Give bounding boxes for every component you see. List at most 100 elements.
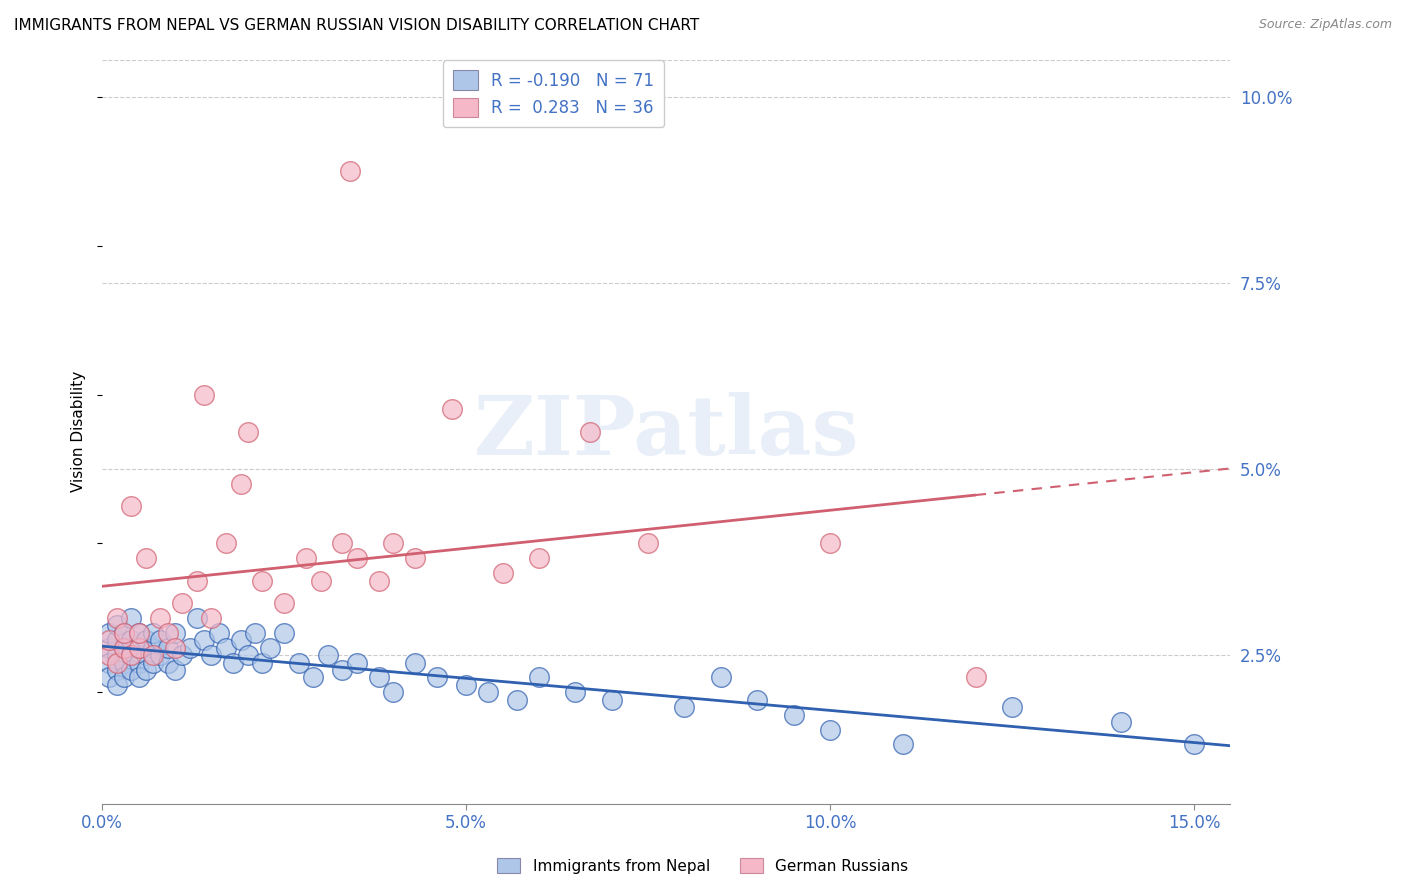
Point bbox=[135, 648, 157, 662]
Text: Source: ZipAtlas.com: Source: ZipAtlas.com bbox=[1258, 18, 1392, 31]
Point bbox=[527, 670, 550, 684]
Point bbox=[98, 670, 121, 684]
Point bbox=[346, 551, 368, 566]
Point bbox=[98, 656, 121, 670]
Point bbox=[128, 625, 150, 640]
Point bbox=[149, 648, 172, 662]
Point bbox=[252, 656, 274, 670]
Point bbox=[163, 625, 186, 640]
Point bbox=[440, 402, 463, 417]
Point bbox=[564, 685, 586, 699]
Point bbox=[527, 551, 550, 566]
Point bbox=[367, 574, 389, 588]
Point bbox=[112, 640, 135, 655]
Point bbox=[98, 648, 121, 662]
Point bbox=[142, 648, 165, 662]
Point bbox=[1109, 715, 1132, 730]
Point bbox=[120, 663, 142, 677]
Point bbox=[673, 700, 696, 714]
Point bbox=[818, 723, 841, 737]
Point bbox=[105, 663, 128, 677]
Point bbox=[1182, 738, 1205, 752]
Point bbox=[149, 633, 172, 648]
Point bbox=[120, 648, 142, 662]
Point bbox=[193, 387, 215, 401]
Point bbox=[222, 656, 245, 670]
Point bbox=[179, 640, 201, 655]
Point bbox=[747, 692, 769, 706]
Point bbox=[112, 625, 135, 640]
Point bbox=[782, 707, 804, 722]
Point bbox=[135, 633, 157, 648]
Point bbox=[710, 670, 733, 684]
Text: IMMIGRANTS FROM NEPAL VS GERMAN RUSSIAN VISION DISABILITY CORRELATION CHART: IMMIGRANTS FROM NEPAL VS GERMAN RUSSIAN … bbox=[14, 18, 699, 33]
Point bbox=[637, 536, 659, 550]
Point bbox=[236, 648, 259, 662]
Point bbox=[404, 656, 426, 670]
Point bbox=[208, 625, 231, 640]
Point bbox=[105, 633, 128, 648]
Point bbox=[600, 692, 623, 706]
Point bbox=[236, 425, 259, 439]
Point bbox=[120, 611, 142, 625]
Point bbox=[200, 648, 222, 662]
Point bbox=[346, 656, 368, 670]
Point bbox=[273, 596, 295, 610]
Point bbox=[302, 670, 325, 684]
Legend: Immigrants from Nepal, German Russians: Immigrants from Nepal, German Russians bbox=[491, 852, 915, 880]
Point bbox=[120, 633, 142, 648]
Point bbox=[193, 633, 215, 648]
Point bbox=[120, 500, 142, 514]
Point bbox=[156, 640, 179, 655]
Point bbox=[259, 640, 281, 655]
Point bbox=[579, 425, 602, 439]
Point bbox=[332, 663, 354, 677]
Point bbox=[112, 625, 135, 640]
Point bbox=[128, 640, 150, 655]
Point bbox=[339, 164, 361, 178]
Point bbox=[135, 551, 157, 566]
Point bbox=[128, 625, 150, 640]
Point bbox=[98, 633, 121, 648]
Point bbox=[287, 656, 309, 670]
Point bbox=[128, 670, 150, 684]
Point bbox=[818, 536, 841, 550]
Point bbox=[200, 611, 222, 625]
Point bbox=[295, 551, 318, 566]
Point bbox=[965, 670, 987, 684]
Point bbox=[163, 640, 186, 655]
Point bbox=[215, 536, 238, 550]
Point bbox=[142, 656, 165, 670]
Point bbox=[156, 656, 179, 670]
Y-axis label: Vision Disability: Vision Disability bbox=[72, 371, 86, 492]
Point bbox=[215, 640, 238, 655]
Point bbox=[172, 596, 194, 610]
Text: ZIPatlas: ZIPatlas bbox=[474, 392, 859, 472]
Point bbox=[98, 640, 121, 655]
Point bbox=[404, 551, 426, 566]
Legend: R = -0.190   N = 71, R =  0.283   N = 36: R = -0.190 N = 71, R = 0.283 N = 36 bbox=[443, 61, 664, 128]
Point bbox=[273, 625, 295, 640]
Point bbox=[128, 640, 150, 655]
Point bbox=[98, 625, 121, 640]
Point bbox=[456, 678, 478, 692]
Point bbox=[243, 625, 266, 640]
Point bbox=[105, 678, 128, 692]
Point bbox=[332, 536, 354, 550]
Point bbox=[229, 476, 252, 491]
Point bbox=[105, 656, 128, 670]
Point bbox=[229, 633, 252, 648]
Point bbox=[105, 648, 128, 662]
Point bbox=[156, 625, 179, 640]
Point bbox=[142, 625, 165, 640]
Point bbox=[309, 574, 332, 588]
Point bbox=[1001, 700, 1024, 714]
Point bbox=[163, 663, 186, 677]
Point bbox=[891, 738, 914, 752]
Point bbox=[149, 611, 172, 625]
Point bbox=[135, 663, 157, 677]
Point bbox=[367, 670, 389, 684]
Point bbox=[506, 692, 529, 706]
Point bbox=[105, 611, 128, 625]
Point bbox=[128, 656, 150, 670]
